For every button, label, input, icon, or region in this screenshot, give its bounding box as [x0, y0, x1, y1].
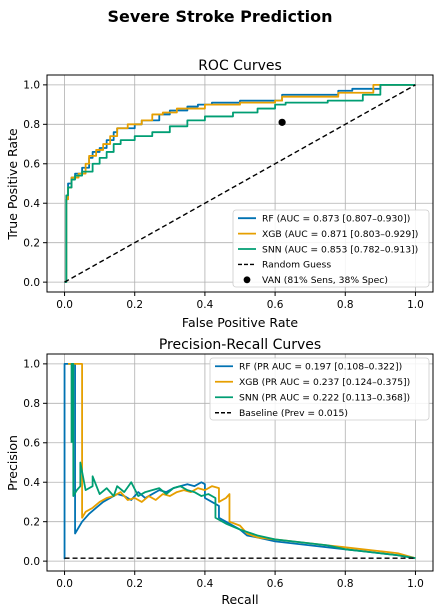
- pr-ytick-label: 0.8: [23, 398, 40, 410]
- figure-suptitle: Severe Stroke Prediction: [107, 7, 332, 26]
- pr-series: [63, 362, 416, 560]
- roc-ylabel: True Positive Rate: [5, 128, 20, 241]
- roc-title: ROC Curves: [198, 58, 282, 74]
- roc-ytick-label: 0.4: [23, 198, 40, 210]
- pr-xtick-label: 0.4: [197, 578, 214, 590]
- pr-ticks: 0.0 0.2 0.4 0.6 0.8 1.0 0.0 0.2 0.4 0.6 0.8 1.0: [23, 359, 424, 590]
- roc-ytick-label: 0.2: [23, 237, 40, 249]
- roc-ticks: 0.0 0.2 0.4 0.6 0.8 1.0 0.0 0.2 0.4 0.6 0.8 1.0: [23, 80, 424, 311]
- roc-legend-marker: [243, 276, 251, 284]
- roc-axes-frame: [46, 74, 434, 293]
- roc-van-point: [278, 118, 286, 126]
- pr-xtick-label: 0.6: [267, 578, 284, 590]
- pr-xtick-label: 1.0: [407, 578, 424, 590]
- roc-grid: [47, 75, 433, 292]
- roc-xtick-label: 1.0: [407, 299, 424, 311]
- pr-legend-label: Baseline (Prev = 0.015): [239, 408, 348, 419]
- roc-xtick-label: 0.2: [126, 299, 143, 311]
- roc-xtick-label: 0.4: [197, 299, 214, 311]
- pr-legend-label: XGB (PR AUC = 0.237 [0.124–0.375]): [239, 377, 410, 388]
- pr-legend-label: SNN (PR AUC = 0.222 [0.113–0.368]): [239, 393, 410, 404]
- roc-legend-label: Random Guess: [262, 260, 331, 271]
- roc-reference-line: [64, 84, 416, 283]
- pr-ytick-label: 1.0: [23, 359, 40, 371]
- roc-xtick-label: 0.8: [337, 299, 354, 311]
- pr-legend-label: RF (PR AUC = 0.197 [0.108–0.322]): [239, 362, 402, 373]
- pr-axes-frame: [46, 353, 434, 572]
- pr-ytick-label: 0.6: [23, 438, 40, 450]
- pr-legend-box: [209, 357, 430, 421]
- pr-ytick-label: 0.2: [23, 516, 40, 528]
- roc-xtick-label: 0.6: [267, 299, 284, 311]
- roc-ytick-label: 0.8: [23, 119, 40, 131]
- pr-legend: RF (PR AUC = 0.197 [0.108–0.322]) XGB (PR…: [209, 357, 430, 421]
- roc-series-xgb-line: [64, 83, 416, 284]
- roc-xlabel: False Positive Rate: [182, 315, 298, 330]
- roc-legend-label: SNN (AUC = 0.853 [0.782–0.913]): [262, 244, 418, 255]
- pr-ytick-label: 0.4: [23, 477, 40, 489]
- roc-ytick-label: 1.0: [23, 80, 40, 92]
- pr-series-rf-line: [63, 362, 416, 560]
- roc-legend-label: XGB (AUC = 0.871 [0.803–0.929]): [262, 229, 418, 240]
- pr-xtick-label: 0.2: [126, 578, 143, 590]
- roc-legend-label: VAN (81% Sens, 38% Spec): [262, 275, 388, 286]
- pr-ytick-label: 0.0: [23, 556, 40, 568]
- pr-xtick-label: 0.8: [337, 578, 354, 590]
- pr-series-snn-line: [70, 362, 416, 560]
- roc-xtick-label: 0.0: [56, 299, 73, 311]
- roc-ytick-label: 0.6: [23, 159, 40, 171]
- pr-title: Precision-Recall Curves: [159, 337, 321, 353]
- roc-series: [64, 83, 416, 284]
- pr-xtick-label: 0.0: [56, 578, 73, 590]
- pr-xlabel: Recall: [221, 592, 258, 607]
- roc-legend-box: [232, 209, 430, 288]
- roc-legend: RF (AUC = 0.873 [0.807–0.930]) XGB (AUC =…: [232, 209, 430, 288]
- roc-legend-label: RF (AUC = 0.873 [0.807–0.930]): [262, 214, 410, 225]
- roc-ytick-label: 0.0: [23, 277, 40, 289]
- pr-ylabel: Precision: [5, 435, 20, 491]
- roc-series-snn-line: [64, 83, 416, 284]
- roc-panel: ROC Curves 0.0 0.2 0.4 0.6 0.8 1.00.00.20.40.…: [5, 58, 434, 330]
- pr-panel: Precision-Recall Curves 0.0 0.2 0.4 0.6 0.8 1…: [5, 337, 434, 607]
